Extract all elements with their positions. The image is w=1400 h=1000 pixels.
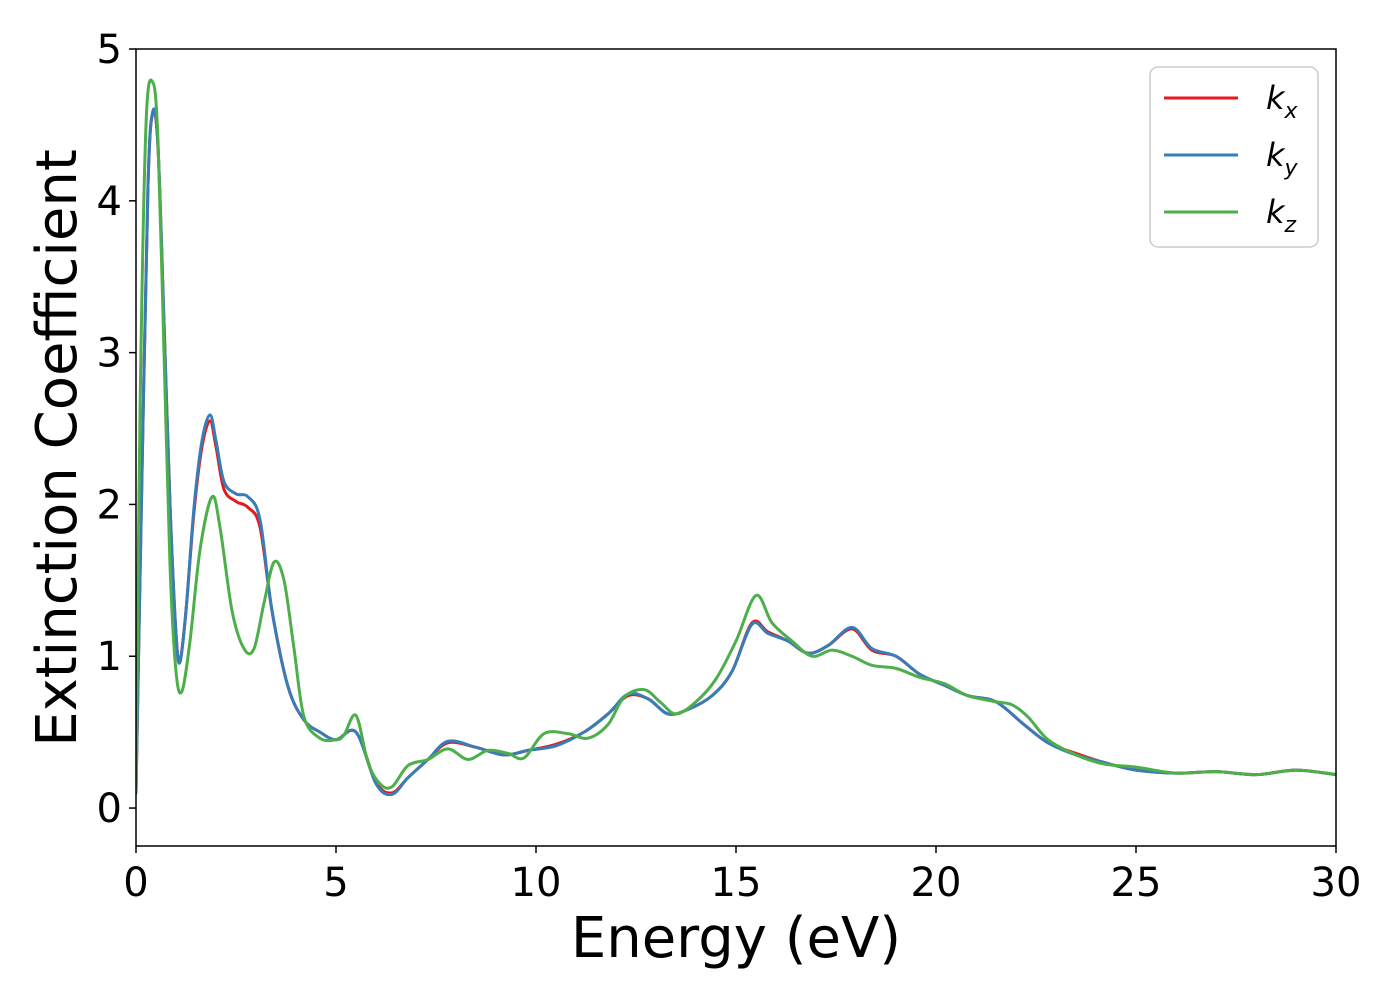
y-tick-label: 1: [97, 634, 122, 680]
x-tick-label: 0: [123, 860, 148, 906]
x-tick-label: 15: [711, 860, 762, 906]
legend-label-ky: ky: [1266, 136, 1299, 181]
legend-label-main: k: [1266, 136, 1286, 174]
y-tick-label: 5: [97, 27, 122, 73]
x-tick-label: 25: [1111, 860, 1162, 906]
y-axis-title: Extinction Coefficient: [25, 149, 90, 747]
x-tick-label: 30: [1311, 860, 1362, 906]
legend-box: [1149, 66, 1319, 248]
legend-label-main: k: [1266, 79, 1286, 117]
y-tick-label: 3: [97, 331, 122, 377]
x-axis-title: Energy (eV): [571, 906, 901, 971]
y-tick-label: 0: [97, 786, 122, 832]
series-layer: [136, 78, 1336, 797]
legend-label-kx: kx: [1266, 79, 1299, 124]
legend-label-subscript: x: [1284, 99, 1299, 124]
legend-label-main: k: [1266, 193, 1286, 231]
y-tick-label: 2: [97, 482, 122, 528]
y-axis-ticks: 0 1 2 3 4 5: [97, 27, 136, 832]
x-axis-ticks: 0 5 10 15 20 25 30: [123, 846, 1361, 906]
series-line-kz: [136, 78, 1336, 795]
x-tick-label: 20: [911, 860, 962, 906]
legend-label-kz: kz: [1266, 193, 1297, 238]
legend-label-subscript: y: [1284, 156, 1299, 181]
x-tick-label: 10: [511, 860, 562, 906]
y-tick-label: 4: [97, 179, 122, 225]
x-tick-label: 5: [323, 860, 348, 906]
legend-label-subscript: z: [1284, 213, 1297, 238]
plot-frame: [135, 48, 1337, 847]
